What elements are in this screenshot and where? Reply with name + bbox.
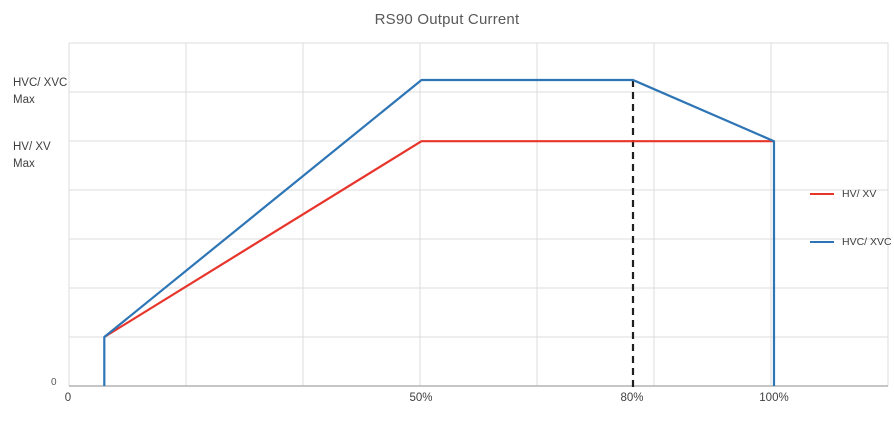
y-axis-label-line: Max (13, 94, 35, 106)
y-axis-label-hvc-xvc-max: HVC/ XVC Max (13, 75, 67, 109)
legend-label: HV/ XV (842, 188, 877, 200)
legend-label: HVC/ XVC (842, 236, 892, 248)
legend-item-hv-xv: HV/ XV (810, 188, 892, 200)
y-axis-label-hv-xv-max: HV/ XV Max (13, 139, 51, 173)
legend-line-swatch-red (810, 192, 834, 196)
y-axis-label-line: HVC/ XVC (13, 77, 68, 89)
legend: HV/ XV HVC/ XVC (810, 188, 892, 284)
y-axis-label-line: HV/ XV (13, 141, 51, 153)
legend-item-hvc-xvc: HVC/ XVC (810, 236, 892, 248)
chart-title: RS90 Output Current (374, 11, 520, 28)
x-tick-label-50: 50% (409, 392, 433, 404)
legend-line-swatch-blue (810, 240, 834, 244)
x-tick-label-0: 0 (64, 392, 72, 404)
x-tick-label-100: 100% (759, 392, 789, 404)
y-axis-label-zero: 0 (51, 377, 57, 388)
x-tick-label-80: 80% (620, 392, 644, 404)
y-axis-label-line: Max (13, 158, 35, 170)
